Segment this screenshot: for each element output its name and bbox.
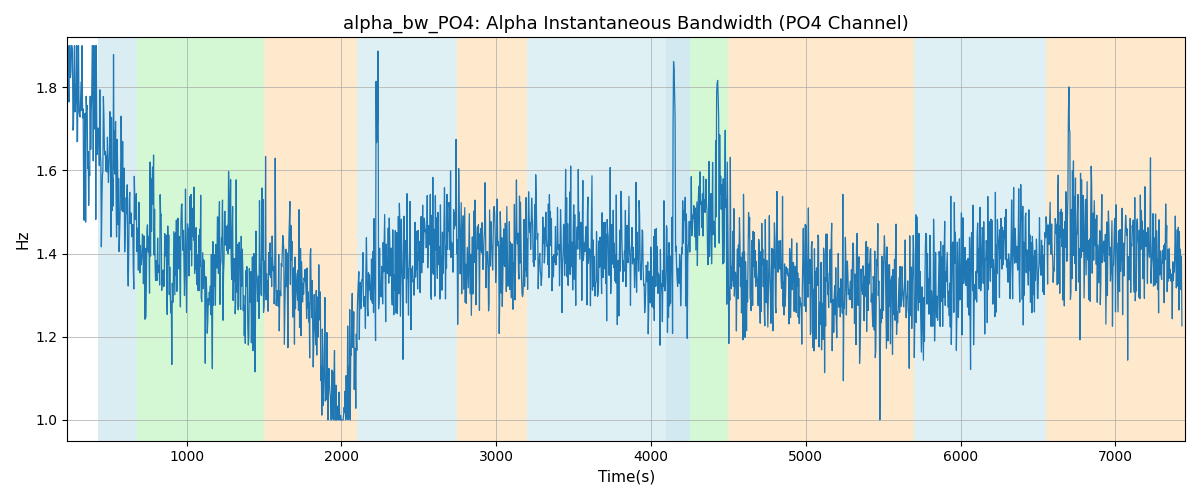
Bar bbox=[914, 38, 1045, 440]
Bar bbox=[690, 38, 728, 440]
Bar bbox=[527, 38, 666, 440]
Bar bbox=[137, 38, 264, 440]
X-axis label: Time(s): Time(s) bbox=[598, 470, 655, 485]
Bar bbox=[1045, 38, 1184, 440]
Bar bbox=[457, 38, 527, 440]
Bar bbox=[356, 38, 457, 440]
Y-axis label: Hz: Hz bbox=[16, 230, 30, 249]
Bar bbox=[98, 38, 137, 440]
Bar bbox=[728, 38, 814, 440]
Bar bbox=[666, 38, 690, 440]
Bar bbox=[264, 38, 356, 440]
Title: alpha_bw_PO4: Alpha Instantaneous Bandwidth (PO4 Channel): alpha_bw_PO4: Alpha Instantaneous Bandwi… bbox=[343, 15, 910, 34]
Bar bbox=[814, 38, 914, 440]
